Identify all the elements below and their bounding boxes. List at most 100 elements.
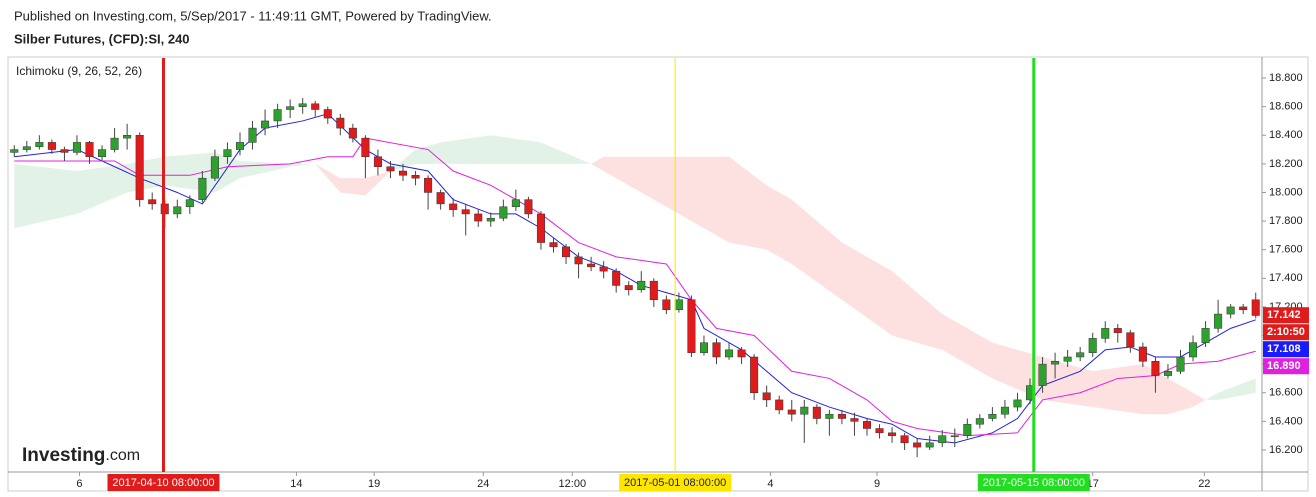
- y-tick-label: 18.800: [1269, 72, 1303, 84]
- candle-body: [850, 418, 859, 422]
- candle-body: [950, 435, 959, 437]
- candle-body: [862, 421, 872, 429]
- y-tick-label: 18.400: [1269, 129, 1303, 141]
- logo-brand: Investing: [22, 445, 105, 466]
- candle-body: [1163, 371, 1172, 376]
- candle-body: [286, 106, 295, 110]
- y-tick-label: 18.200: [1269, 158, 1303, 170]
- cloud-segment: [440, 135, 491, 164]
- y-tick-label: 17.400: [1269, 272, 1303, 284]
- y-tick-label: 17.600: [1269, 244, 1303, 256]
- cloud-segment: [214, 152, 240, 193]
- candle-body: [649, 280, 658, 301]
- cloud-segment: [164, 152, 215, 193]
- candle-body: [975, 418, 984, 425]
- candle-body: [348, 127, 357, 139]
- candle-body: [261, 120, 270, 129]
- candle-body: [875, 428, 884, 434]
- price-label: 16.890: [1267, 360, 1301, 372]
- axes: 16.20016.40016.60016.80017.00017.20017.4…: [76, 58, 1309, 491]
- candle-body: [486, 217, 495, 222]
- candle-body: [1088, 338, 1097, 353]
- cloud-segment: [315, 163, 341, 193]
- candle-body: [524, 199, 533, 215]
- candle-body: [1126, 332, 1135, 348]
- candle-body: [22, 146, 31, 150]
- cloud-segment: [942, 314, 993, 379]
- candle-body: [198, 177, 207, 200]
- cloud-segment: [1193, 392, 1206, 408]
- ichimoku-cloud: [14, 135, 1256, 415]
- price-label-box: [1263, 307, 1309, 324]
- cloud-segment: [415, 142, 441, 164]
- candle-body: [687, 299, 696, 353]
- symbol-title: Silber Futures, (CFD):SI, 240: [14, 31, 190, 46]
- candle-body: [1189, 342, 1198, 358]
- candle-body: [298, 103, 307, 107]
- candle-body: [148, 199, 157, 205]
- candle-body: [461, 209, 470, 215]
- candle-body: [248, 127, 257, 143]
- candle-body: [373, 156, 382, 167]
- candle-body: [800, 406, 809, 415]
- candle-body: [173, 206, 182, 215]
- candle-body: [549, 242, 558, 248]
- candle-body: [712, 342, 721, 358]
- candle-body: [587, 263, 596, 268]
- candle-body: [737, 349, 746, 358]
- cloud-segment: [729, 156, 767, 250]
- candle-body: [273, 109, 282, 122]
- candle-body: [888, 432, 897, 436]
- candle-body: [110, 137, 119, 150]
- logo-suffix: .com: [105, 447, 140, 464]
- candle-body: [72, 142, 81, 153]
- countdown-box: [1263, 324, 1309, 341]
- y-tick-label: 16.600: [1269, 387, 1303, 399]
- candle-body: [323, 109, 332, 119]
- published-line: Published on Investing.com, 5/Sep/2017 -…: [14, 8, 492, 23]
- candle-body: [637, 280, 646, 290]
- cloud-segment: [490, 135, 541, 164]
- candle-body: [474, 213, 483, 222]
- candles: [10, 98, 1260, 458]
- cloud-segment: [390, 149, 416, 172]
- cloud-segment: [666, 156, 730, 243]
- candle-body: [725, 349, 734, 358]
- cloud-segment: [841, 242, 893, 336]
- price-label: 17.142: [1267, 309, 1301, 321]
- candle-body: [449, 203, 458, 210]
- candle-body: [938, 435, 947, 444]
- marker-label-box: [977, 474, 1090, 491]
- candle-body: [1113, 328, 1122, 333]
- candle-body: [361, 137, 370, 157]
- cloud-segment: [340, 178, 366, 196]
- cloud-segment: [14, 163, 77, 229]
- x-tick-label: 22: [1198, 478, 1210, 490]
- cloud-segment: [1167, 378, 1194, 415]
- candle-body: [574, 256, 583, 265]
- candle-body: [1076, 352, 1085, 358]
- candle-body: [1000, 406, 1009, 415]
- x-tick-label: 12:00: [559, 478, 587, 490]
- candle-body: [1251, 299, 1260, 316]
- candle-body: [1038, 363, 1047, 386]
- cloud-segment: [1218, 378, 1256, 400]
- y-tick-label: 18.600: [1269, 101, 1303, 113]
- candle-body: [185, 199, 194, 208]
- candle-body: [624, 285, 633, 290]
- candle-body: [762, 392, 771, 401]
- price-label-box: [1263, 341, 1309, 358]
- candle-body: [925, 442, 934, 448]
- candle-body: [311, 103, 320, 110]
- candle-body: [424, 177, 433, 193]
- cloud-segment: [365, 171, 391, 196]
- candle-body: [1176, 356, 1185, 372]
- candle-body: [825, 413, 834, 419]
- chart-frame: [7, 56, 1309, 492]
- candle-body: [511, 199, 520, 208]
- candle-body: [336, 117, 345, 129]
- candle-body: [135, 134, 144, 200]
- candle-body: [235, 142, 245, 150]
- candle-body: [436, 192, 445, 205]
